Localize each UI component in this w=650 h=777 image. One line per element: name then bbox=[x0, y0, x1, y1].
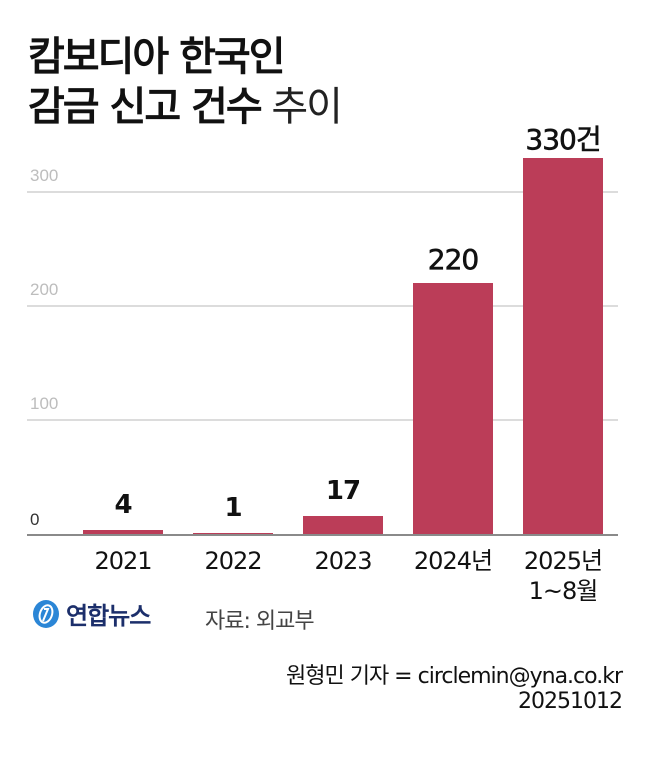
category-line-1: 2025년 bbox=[523, 547, 603, 575]
bar-value-label: 330건 bbox=[525, 123, 602, 157]
bar-4 bbox=[523, 158, 603, 535]
gridline-200 bbox=[27, 305, 618, 307]
category-line-1: 2023 bbox=[314, 547, 372, 575]
bar-0 bbox=[83, 530, 163, 535]
chart-title: 캄보디아 한국인 감금 신고 건수 추이 bbox=[28, 32, 343, 132]
category-line-1: 2021 bbox=[94, 547, 152, 575]
x-axis-line bbox=[27, 534, 618, 536]
source-label: 자료: 외교부 bbox=[205, 609, 315, 634]
title-line-2: 감금 신고 건수 추이 bbox=[28, 82, 343, 132]
title-line-2-light: 추이 bbox=[260, 84, 343, 130]
yonhap-logo: 연합뉴스 bbox=[30, 596, 151, 631]
y-tick-300: 300 bbox=[30, 166, 59, 185]
logo-text: 연합뉴스 bbox=[66, 602, 151, 630]
category-line-2: 1~8월 bbox=[528, 577, 599, 605]
x-category-label: 2021 bbox=[58, 546, 188, 576]
credit-author: 원형민 기자 = circlemin@yna.co.kr bbox=[286, 664, 623, 689]
y-tick-100: 100 bbox=[30, 394, 59, 413]
gridline-300 bbox=[27, 191, 618, 193]
x-category-label: 2023 bbox=[278, 546, 408, 576]
x-category-label: 2022 bbox=[168, 546, 298, 576]
bar-2 bbox=[303, 516, 383, 535]
title-line-1: 캄보디아 한국인 bbox=[28, 34, 286, 80]
y-tick-200: 200 bbox=[30, 280, 59, 299]
credit: 원형민 기자 = circlemin@yna.co.kr 20251012 bbox=[286, 664, 623, 714]
category-line-1: 2024년 bbox=[413, 547, 493, 575]
x-category-label: 2025년 1~8월 bbox=[498, 546, 628, 606]
bar-value-label: 1 bbox=[224, 493, 242, 523]
bar-value-label: 4 bbox=[114, 490, 132, 520]
bar-value-label: 17 bbox=[325, 476, 361, 506]
bar-value-label: 220 bbox=[427, 243, 479, 277]
category-line-1: 2022 bbox=[204, 547, 262, 575]
y-tick-0: 0 bbox=[30, 510, 40, 529]
title-line-2-bold: 감금 신고 건수 bbox=[28, 84, 263, 130]
credit-date: 20251012 bbox=[518, 689, 623, 714]
yonhap-logo-icon bbox=[33, 599, 59, 628]
x-category-label: 2024년 bbox=[388, 546, 518, 576]
gridline-100 bbox=[27, 419, 618, 421]
bar-3 bbox=[413, 283, 493, 535]
